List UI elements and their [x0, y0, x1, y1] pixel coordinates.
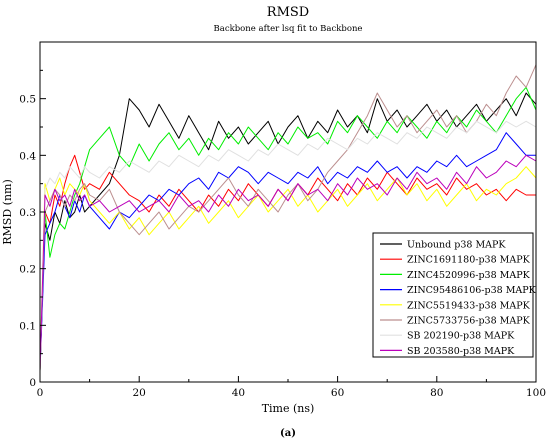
series-line-6 — [39, 120, 537, 371]
legend-entry-5: ZINC5733756-p38 MAPK — [407, 316, 531, 327]
chart-subtitle: Backbone after lsq fit to Backbone — [214, 24, 363, 34]
figure-caption: (a) — [280, 428, 296, 439]
x-axis-label: Time (ns) — [262, 402, 315, 415]
y-axis-ticks: 0 0.1 0.2 0.3 0.4 0.5 — [19, 69, 46, 389]
x-tick-label-5: 100 — [526, 387, 546, 399]
y-tick-label-4: 0.4 — [19, 150, 36, 162]
y-tick-label-2: 0.2 — [19, 264, 36, 276]
x-tick-label-2: 40 — [232, 387, 245, 399]
series-line-0 — [39, 92, 537, 366]
x-tick-label-3: 60 — [331, 387, 344, 399]
series-line-7 — [39, 154, 537, 371]
x-axis-ticks: 0 20 40 60 80 100 — [37, 376, 546, 399]
y-tick-label-5: 0.5 — [19, 94, 36, 106]
legend: Unbound p38 MAPK ZINC1691180-p38 MAPK ZINC… — [372, 232, 537, 358]
series-line-2 — [39, 86, 537, 371]
legend-entry-0: Unbound p38 MAPK — [407, 240, 506, 251]
x-tick-label-4: 80 — [430, 387, 443, 399]
y-tick-label-3: 0.3 — [19, 207, 36, 219]
x-tick-label-1: 20 — [133, 387, 146, 399]
series-line-5 — [39, 64, 537, 371]
x-tick-label-0: 0 — [37, 387, 44, 399]
y-tick-label-1: 0.1 — [19, 320, 36, 332]
legend-entry-3: ZINC95486106-p38 MAPK — [407, 285, 537, 296]
chart-title: RMSD — [267, 5, 309, 20]
y-axis-label: RMSD (nm) — [1, 179, 14, 245]
legend-entry-1: ZINC1691180-p38 MAPK — [407, 255, 531, 266]
y-tick-label-0: 0 — [29, 377, 36, 389]
series-lines — [39, 64, 537, 371]
legend-box — [372, 232, 534, 358]
legend-entry-2: ZINC4520996-p38 MAPK — [407, 270, 531, 281]
legend-entry-6: SB 202190-p38 MAPK — [407, 331, 515, 342]
legend-entry-7: SB 203580-p38 MAPK — [407, 346, 515, 357]
legend-entry-4: ZINC5519433-p38 MAPK — [407, 300, 531, 311]
